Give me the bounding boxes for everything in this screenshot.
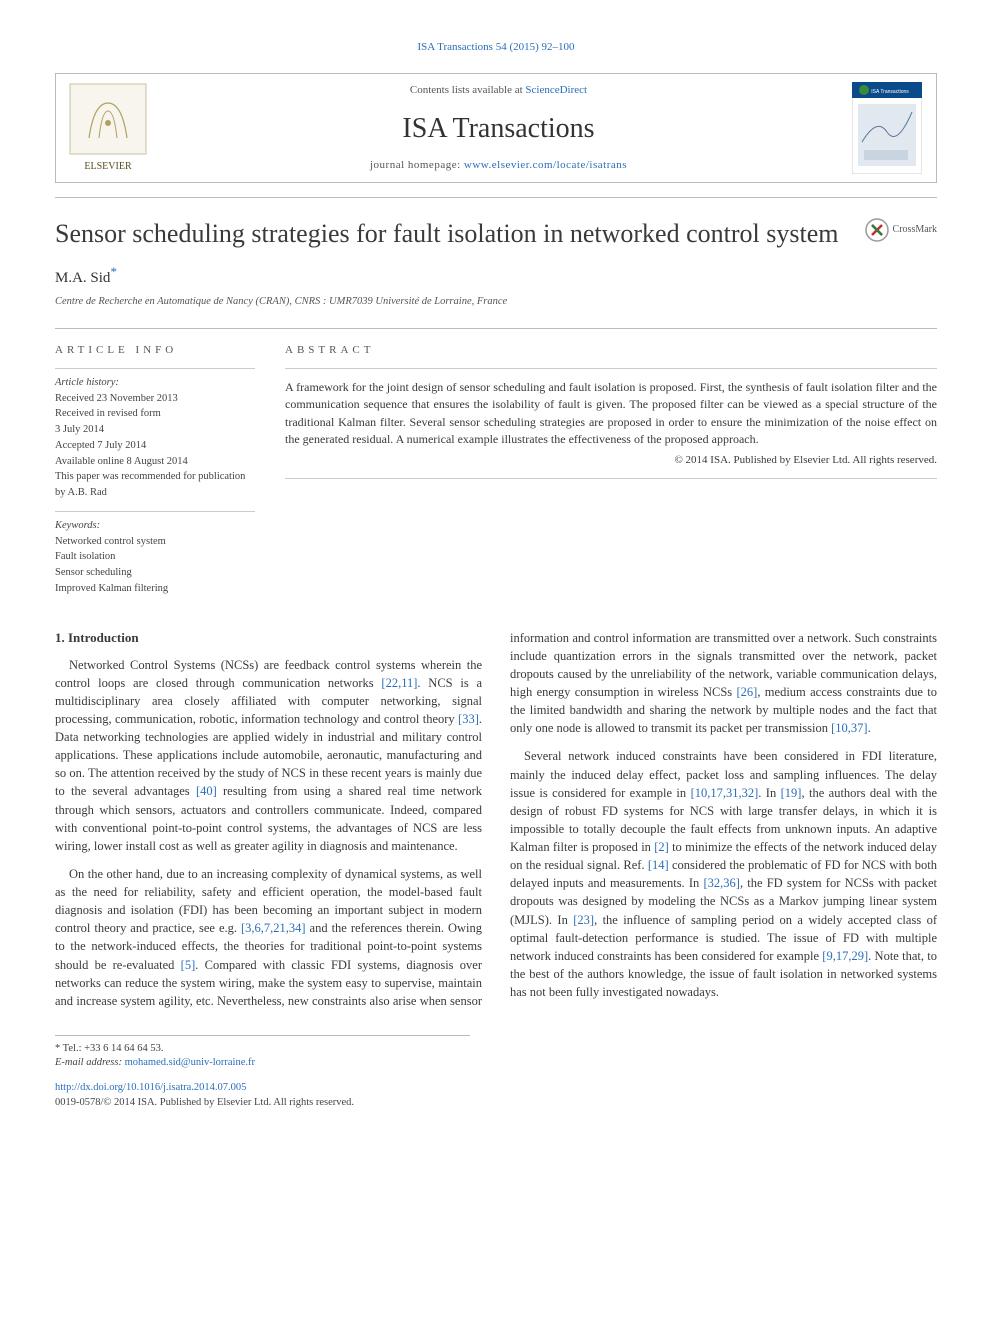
- section-heading: 1. Introduction: [55, 629, 482, 648]
- body-paragraph: Networked Control Systems (NCSs) are fee…: [55, 656, 482, 855]
- journal-cover-thumbnail: ISA Transactions: [849, 82, 924, 174]
- abstract-column: ABSTRACT A framework for the joint desig…: [285, 343, 937, 607]
- corresponding-marker: *: [110, 264, 117, 279]
- article-title: Sensor scheduling strategies for fault i…: [55, 218, 845, 251]
- abstract-text-block: A framework for the joint design of sens…: [285, 368, 937, 480]
- keyword: Fault isolation: [55, 551, 115, 562]
- citation-link[interactable]: [22,11]: [381, 676, 417, 690]
- crossmark-icon: [865, 218, 889, 242]
- citation-link[interactable]: [14]: [648, 858, 669, 872]
- email-footnote: E-mail address: mohamed.sid@univ-lorrain…: [55, 1056, 470, 1071]
- citation-link[interactable]: [32,36]: [703, 876, 739, 890]
- doi-link[interactable]: http://dx.doi.org/10.1016/j.isatra.2014.…: [55, 1082, 246, 1093]
- affiliation: Centre de Recherche en Automatique de Na…: [55, 295, 937, 310]
- citation-link[interactable]: [10,17,31,32]: [691, 786, 759, 800]
- contents-lists-line: Contents lists available at ScienceDirec…: [160, 83, 837, 98]
- doi-line: http://dx.doi.org/10.1016/j.isatra.2014.…: [55, 1081, 937, 1096]
- citation-link[interactable]: [33]: [458, 712, 479, 726]
- masthead-divider: [55, 197, 937, 198]
- citation-link[interactable]: [23]: [573, 913, 594, 927]
- body-paragraph: Several network induced constraints have…: [510, 747, 937, 1001]
- history-line: Available online 8 August 2014: [55, 456, 188, 467]
- author-line: M.A. Sid*: [55, 263, 937, 289]
- keyword: Sensor scheduling: [55, 567, 132, 578]
- elsevier-logo-text: ELSEVIER: [84, 161, 132, 172]
- elsevier-logo: ELSEVIER: [68, 82, 148, 174]
- citation-link[interactable]: [26]: [737, 685, 758, 699]
- crossmark-label: CrossMark: [893, 223, 937, 237]
- citation-link[interactable]: [40]: [196, 784, 217, 798]
- citation-link[interactable]: [3,6,7,21,34]: [241, 921, 306, 935]
- issn-copyright-line: 0019-0578/© 2014 ISA. Published by Elsev…: [55, 1096, 937, 1111]
- history-label: Article history:: [55, 377, 119, 388]
- article-info-column: ARTICLE INFO Article history: Received 2…: [55, 343, 255, 607]
- keyword: Networked control system: [55, 536, 166, 547]
- body-two-column: 1. Introduction Networked Control System…: [55, 629, 937, 1011]
- history-line: Received 23 November 2013: [55, 393, 178, 404]
- crossmark-badge[interactable]: CrossMark: [865, 218, 937, 242]
- abstract-copyright: © 2014 ISA. Published by Elsevier Ltd. A…: [285, 453, 937, 469]
- article-history-block: Article history: Received 23 November 20…: [55, 368, 255, 501]
- article-info-heading: ARTICLE INFO: [55, 343, 255, 358]
- keywords-block: Keywords: Networked control system Fault…: [55, 511, 255, 597]
- citation-link[interactable]: [2]: [654, 840, 669, 854]
- history-line: Received in revised form: [55, 408, 161, 419]
- journal-homepage-link[interactable]: www.elsevier.com/locate/isatrans: [464, 159, 627, 171]
- history-line: This paper was recommended for publicati…: [55, 471, 245, 498]
- history-line: 3 July 2014: [55, 424, 104, 435]
- info-abstract-row: ARTICLE INFO Article history: Received 2…: [55, 328, 937, 607]
- history-line: Accepted 7 July 2014: [55, 440, 146, 451]
- abstract-text: A framework for the joint design of sens…: [285, 380, 937, 446]
- footnotes: * Tel.: +33 6 14 64 64 53. E-mail addres…: [55, 1035, 470, 1071]
- keywords-label: Keywords:: [55, 520, 100, 531]
- journal-homepage-line: journal homepage: www.elsevier.com/locat…: [160, 158, 837, 173]
- masthead: ELSEVIER Contents lists available at Sci…: [55, 73, 937, 183]
- masthead-center: Contents lists available at ScienceDirec…: [160, 82, 837, 174]
- sciencedirect-link[interactable]: ScienceDirect: [525, 84, 587, 96]
- abstract-heading: ABSTRACT: [285, 343, 937, 358]
- journal-name: ISA Transactions: [160, 109, 837, 148]
- citation-link[interactable]: [9,17,29]: [822, 949, 868, 963]
- citation-link[interactable]: [10,37]: [831, 721, 867, 735]
- author-name: M.A. Sid: [55, 270, 110, 286]
- running-head: ISA Transactions 54 (2015) 92–100: [55, 40, 937, 55]
- citation-link[interactable]: [19]: [781, 786, 802, 800]
- keyword: Improved Kalman filtering: [55, 583, 168, 594]
- email-link[interactable]: mohamed.sid@univ-lorraine.fr: [125, 1057, 255, 1068]
- svg-text:ISA Transactions: ISA Transactions: [871, 89, 909, 95]
- corresponding-footnote: * Tel.: +33 6 14 64 64 53.: [55, 1042, 470, 1057]
- citation-link[interactable]: [5]: [181, 958, 196, 972]
